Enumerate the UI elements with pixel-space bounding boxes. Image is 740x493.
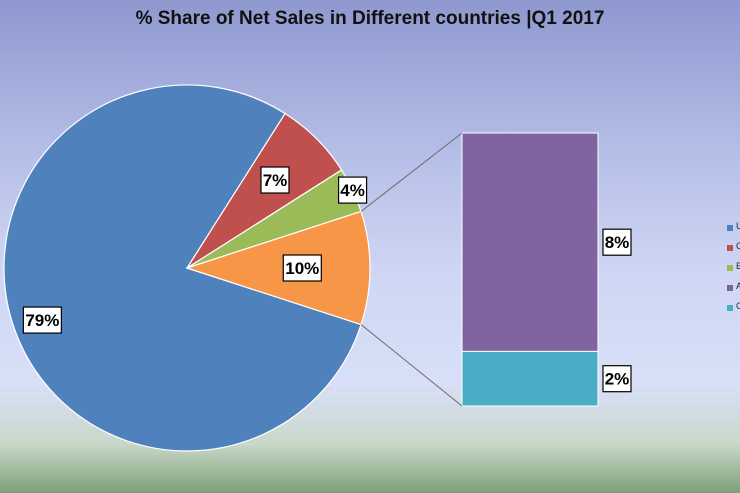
legend-label: A	[736, 281, 740, 291]
legend-label: C	[736, 241, 740, 251]
legend-swatch	[727, 265, 733, 271]
pie-slice-u	[3, 84, 362, 452]
bar-segment-o	[461, 350, 599, 407]
legend-swatch	[727, 245, 733, 251]
connector-line-top	[360, 132, 463, 212]
chart-title: % Share of Net Sales in Different countr…	[135, 8, 605, 29]
legend-item-e: E	[727, 261, 740, 274]
data-label-e: 4%	[340, 181, 365, 200]
bar-segment-a	[461, 132, 599, 352]
legend-item-c: C	[727, 241, 740, 254]
data-label-u: 79%	[25, 311, 59, 330]
legend-swatch	[727, 305, 733, 311]
data-label-c: 7%	[263, 171, 288, 190]
data-label-other: 10%	[285, 259, 319, 278]
legend-swatch	[727, 225, 733, 231]
legend-item-u: U	[727, 221, 740, 234]
data-label-c-box	[260, 166, 290, 194]
data-label-o-box	[602, 365, 632, 393]
connector-line-bottom	[360, 324, 463, 407]
data-label-u-box	[22, 306, 62, 334]
data-label-other-box	[282, 254, 322, 282]
legend-item-a: A	[727, 281, 740, 294]
legend-label: O	[736, 301, 740, 311]
data-label-a: 8%	[605, 233, 630, 252]
legend-label: E	[736, 261, 740, 271]
data-label-o: 2%	[605, 370, 630, 389]
data-label-e-box	[337, 176, 368, 204]
data-label-a-box	[602, 228, 632, 256]
pie-slice-other	[185, 210, 371, 326]
legend-swatch	[727, 285, 733, 291]
legend-item-o: O	[727, 301, 740, 314]
legend-label: U	[736, 221, 740, 231]
